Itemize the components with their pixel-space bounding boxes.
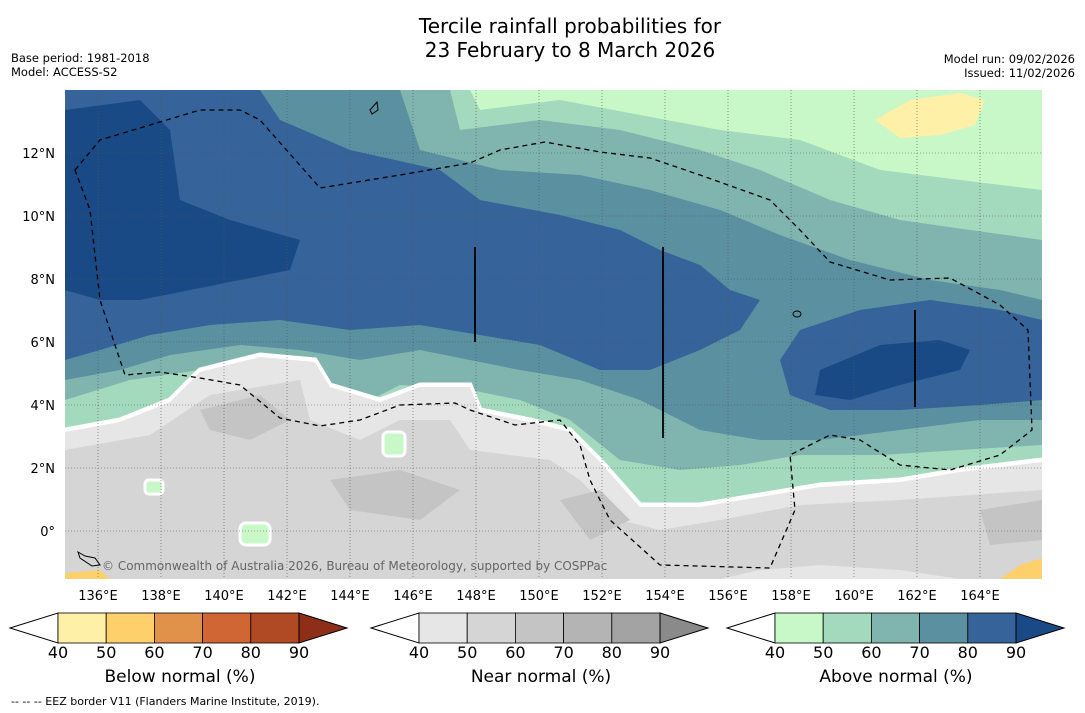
colorbar-above: [725, 612, 1066, 644]
eez-footnote: -- -- -- EEZ border V11 (Flanders Marine…: [11, 695, 320, 708]
title-line-1: Tercile rainfall probabilities for: [418, 14, 722, 38]
lon-label: 164°E: [960, 589, 1000, 604]
colorbar-above-over-arrow: [1015, 612, 1066, 644]
colorbar-above-cell: [774, 612, 824, 644]
below-normal-label: Below normal (%): [104, 667, 256, 687]
colorbar-below-cell: [153, 612, 203, 644]
colorbar-near-under-arrow: [369, 612, 420, 644]
patch-above-3: [381, 430, 407, 458]
lon-label: 162°E: [897, 589, 937, 604]
colorbar-above-tick: 90: [1005, 643, 1027, 662]
colorbar-above-cell: [870, 612, 920, 644]
lon-label: 156°E: [708, 589, 748, 604]
field-above-90: [65, 100, 300, 300]
colorbar-below-tick: 40: [47, 643, 69, 662]
probability-field: [65, 90, 1042, 579]
lon-label: 148°E: [456, 589, 496, 604]
colorbar-near-cell: [563, 612, 613, 644]
lon-label: 142°E: [267, 589, 307, 604]
colorbar-near-cell: [611, 612, 661, 644]
colorbar-below-tick: 50: [96, 643, 117, 662]
eez-border: [74, 109, 1033, 569]
colorbar-below-cell: [57, 612, 107, 644]
issued-date: Issued: 11/02/2026: [964, 66, 1075, 80]
colorbar-above-tick: 70: [909, 643, 930, 662]
colorbar-below-cell: [250, 612, 300, 644]
colorbar-above-under-arrow: [725, 612, 776, 644]
above-normal-label: Above normal (%): [819, 667, 973, 687]
field-below-40-sw: [65, 570, 110, 579]
lon-label: 146°E: [393, 589, 433, 604]
lon-label: 144°E: [330, 589, 370, 604]
colorbar-below-under-arrow: [8, 612, 59, 644]
colorbar-near-tick: 60: [505, 643, 526, 662]
colorbar-near-cell: [418, 612, 468, 644]
colorbar-below-tick: 90: [288, 643, 310, 662]
title-line-2: 23 February to 8 March 2026: [424, 38, 716, 62]
lat-label: 0°: [40, 525, 55, 540]
lon-label: 158°E: [771, 589, 811, 604]
field-below-50: [1000, 558, 1042, 579]
island-2: [792, 310, 802, 318]
lat-label: 2°N: [31, 462, 56, 477]
latitude-labels: 12°N 10°N 8°N 6°N 4°N 2°N 0°: [22, 147, 55, 540]
patch-above-2: [143, 478, 165, 496]
lon-label: 152°E: [582, 589, 622, 604]
colorbar-above-cell: [822, 612, 872, 644]
colorbar-near: [369, 612, 710, 644]
colorbar-below-tick: 70: [192, 643, 213, 662]
colorbar-below-over-arrow: [298, 612, 349, 644]
meta-right: Model run: 09/02/2026 Issued: 11/02/2026: [944, 52, 1075, 80]
island-1: [369, 100, 379, 115]
lon-label: 160°E: [834, 589, 874, 604]
colorbar-near-tick: 80: [601, 643, 622, 662]
lon-label: 140°E: [204, 589, 244, 604]
colorbar-below-cell: [202, 612, 252, 644]
patch-above-1: [238, 521, 272, 547]
colorbar-above-tick: 50: [813, 643, 834, 662]
lat-label: 10°N: [22, 210, 55, 225]
gridlines: [65, 90, 1042, 579]
colorbar-below-tick: 60: [144, 643, 165, 662]
chart-title: Tercile rainfall probabilities for 23 Fe…: [0, 14, 1085, 62]
colorbar-near-tick: 90: [649, 643, 671, 662]
colorbar-near-over-arrow: [659, 612, 710, 644]
field-near-50: [65, 380, 1042, 579]
colorbar-above-cell: [919, 612, 969, 644]
meta-left: Base period: 1981-2018 Model: ACCESS-S2: [11, 51, 150, 79]
field-above-80: [65, 90, 760, 370]
lat-label: 6°N: [31, 336, 56, 351]
colorbar-above-tick: 40: [764, 643, 786, 662]
lon-label: 150°E: [519, 589, 559, 604]
lon-label: 154°E: [645, 589, 685, 604]
island-3: [77, 550, 101, 567]
colorbar-below-cell: [105, 612, 155, 644]
colorbar-below: [8, 612, 349, 644]
lat-label: 12°N: [22, 147, 55, 162]
lat-label: 4°N: [31, 399, 56, 414]
model-run: Model run: 09/02/2026: [943, 52, 1075, 66]
colorbar-near-cell: [514, 612, 564, 644]
colorbar-near-cell: [466, 612, 516, 644]
longitude-labels: 136°E 138°E 140°E 142°E 144°E 146°E 148°E 150°E…: [78, 589, 1000, 604]
near-normal-label: Near normal (%): [470, 667, 612, 687]
colorbar-above-tick: 80: [957, 643, 978, 662]
colorbar-below-tick: 80: [240, 643, 261, 662]
lon-label: 136°E: [78, 589, 118, 604]
colorbar-near-tick: 40: [408, 643, 430, 662]
base-period: Base period: 1981-2018: [11, 51, 150, 65]
tercile-boundary: [65, 352, 1042, 508]
colorbar-above-tick: 60: [861, 643, 882, 662]
field-near-60: [200, 395, 1042, 545]
colorbar-near-tick: 50: [457, 643, 478, 662]
colorbar-near-tick: 70: [553, 643, 574, 662]
lat-label: 8°N: [31, 273, 56, 288]
lon-label: 138°E: [141, 589, 181, 604]
map-credit: © Commonwealth of Australia 2026, Bureau…: [102, 559, 607, 573]
colorbar-above-cell: [967, 612, 1017, 644]
field-below-40: [875, 93, 985, 138]
model-name: Model: ACCESS-S2: [11, 65, 118, 79]
